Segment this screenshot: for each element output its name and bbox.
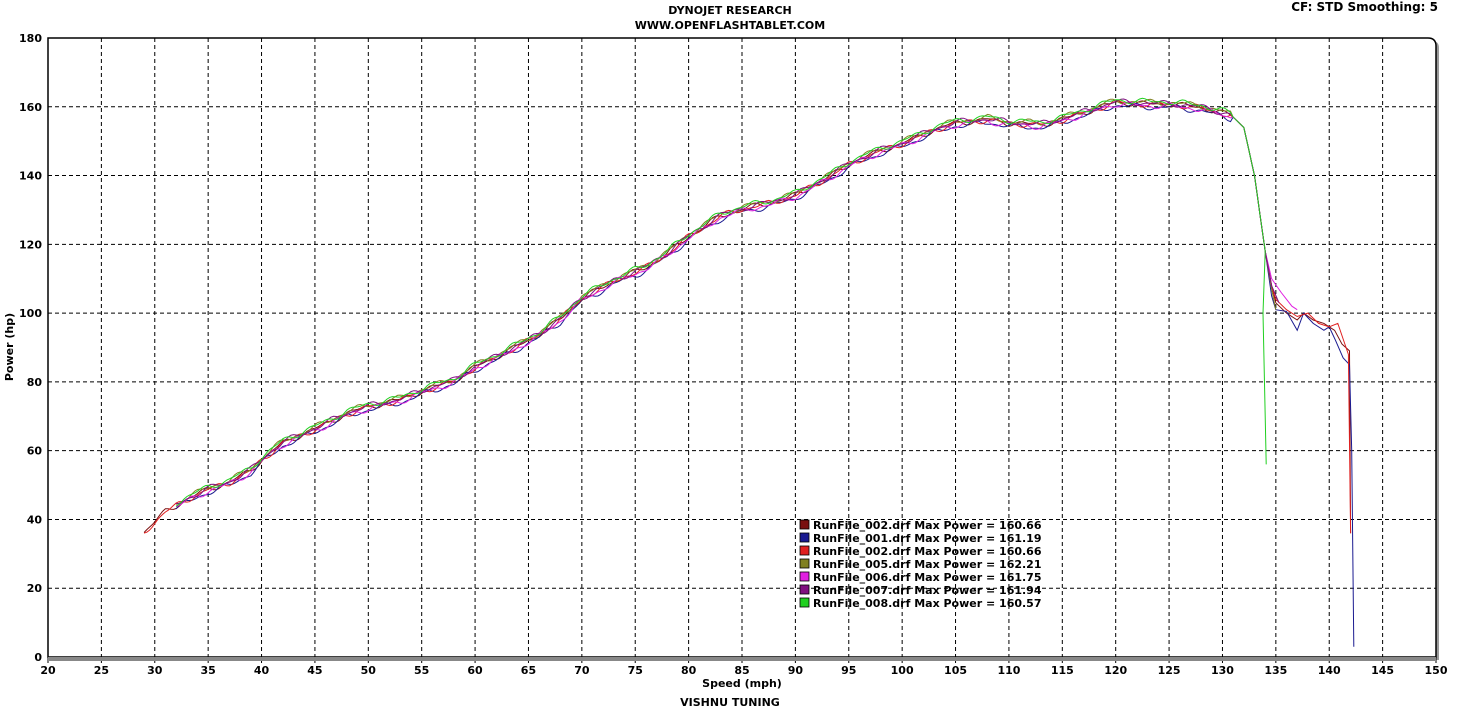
y-tick-label: 20 — [27, 582, 43, 595]
x-axis-bar — [48, 657, 1436, 661]
y-tick-label: 0 — [34, 651, 42, 664]
legend-swatch — [799, 584, 810, 595]
series-line — [175, 97, 1267, 507]
x-tick-label: 115 — [1051, 664, 1074, 677]
x-tick-label: 105 — [944, 664, 967, 677]
x-tick-label: 100 — [891, 664, 914, 677]
x-tick-label: 65 — [521, 664, 536, 677]
series-line — [176, 98, 1280, 505]
legend-entry: RunFile_001.drf Max Power = 161.19 — [813, 532, 1042, 545]
x-tick-label: 135 — [1264, 664, 1287, 677]
chart-title: DYNOJET RESEARCH — [668, 4, 792, 17]
x-tick-label: 120 — [1104, 664, 1127, 677]
x-tick-label: 85 — [734, 664, 749, 677]
y-tick-label: 180 — [19, 32, 42, 45]
x-tick-label: 30 — [147, 664, 163, 677]
correction-factor-info: CF: STD Smoothing: 5 — [1291, 0, 1438, 14]
y-tick-label: 140 — [19, 170, 42, 183]
legend-entry: RunFile_008.drf Max Power = 160.57 — [813, 597, 1042, 610]
y-tick-label: 160 — [19, 101, 42, 114]
legend-entry: RunFile_007.drf Max Power = 161.94 — [813, 584, 1042, 597]
legend-swatch — [799, 597, 810, 608]
x-tick-label: 110 — [997, 664, 1020, 677]
legend-swatch — [799, 558, 810, 569]
x-tick-label: 80 — [681, 664, 697, 677]
x-tick-label: 70 — [574, 664, 590, 677]
x-tick-label: 50 — [361, 664, 377, 677]
legend-entry: RunFile_002.drf Max Power = 160.66 — [813, 519, 1042, 532]
x-tick-label: 45 — [307, 664, 322, 677]
x-tick-label: 55 — [414, 664, 429, 677]
x-tick-label: 145 — [1371, 664, 1394, 677]
y-tick-label: 60 — [27, 445, 43, 458]
y-tick-label: 40 — [27, 513, 43, 526]
legend-entry: RunFile_002.drf Max Power = 160.66 — [813, 545, 1042, 558]
x-tick-label: 90 — [788, 664, 804, 677]
x-tick-label: 25 — [94, 664, 109, 677]
legend-entry: RunFile_006.drf Max Power = 161.75 — [813, 571, 1042, 584]
legend-swatch — [799, 571, 810, 582]
x-tick-label: 130 — [1211, 664, 1234, 677]
x-tick-label: 75 — [628, 664, 643, 677]
x-tick-label: 125 — [1158, 664, 1181, 677]
y-tick-label: 80 — [27, 376, 43, 389]
x-tick-label: 140 — [1318, 664, 1341, 677]
legend-entry: RunFile_005.drf Max Power = 162.21 — [813, 558, 1042, 571]
legend-swatch — [799, 545, 810, 556]
legend-swatch — [799, 519, 810, 530]
legend-swatch — [799, 532, 810, 543]
y-tick-label: 100 — [19, 307, 42, 320]
x-axis-label: Speed (mph) — [702, 677, 782, 690]
x-tick-label: 40 — [254, 664, 270, 677]
x-tick-label: 20 — [40, 664, 56, 677]
x-tick-label: 60 — [467, 664, 483, 677]
y-tick-label: 120 — [19, 238, 42, 251]
footer-label: VISHNU TUNING — [680, 696, 780, 709]
x-tick-label: 95 — [841, 664, 856, 677]
x-tick-label: 150 — [1425, 664, 1448, 677]
chart-subtitle: WWW.OPENFLASHTABLET.COM — [634, 19, 826, 32]
x-tick-label: 35 — [200, 664, 215, 677]
series-line — [175, 103, 1355, 647]
y-axis-label: Power (hp) — [3, 313, 16, 381]
